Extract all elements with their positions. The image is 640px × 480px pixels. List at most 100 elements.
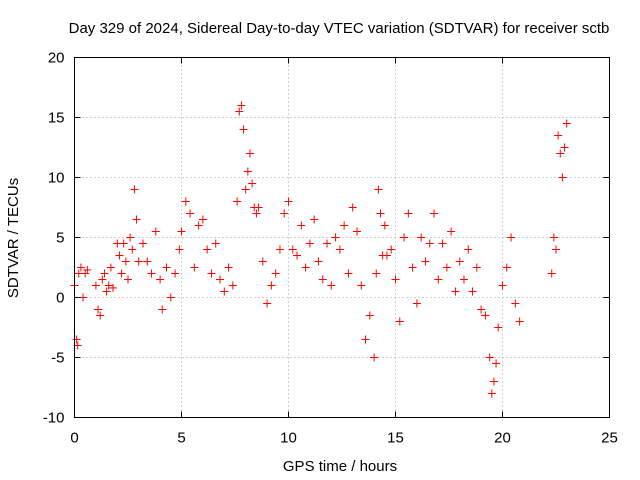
data-point: [293, 251, 302, 260]
data-point: [352, 227, 361, 236]
data-point: [203, 245, 212, 254]
data-point: [267, 281, 276, 290]
data-point: [380, 221, 389, 230]
data-point: [434, 275, 443, 284]
data-point: [494, 323, 503, 332]
data-points: [70, 101, 571, 398]
data-point: [442, 263, 451, 272]
y-tick-label: -5: [51, 350, 64, 367]
data-point: [335, 245, 344, 254]
data-point: [228, 281, 237, 290]
data-point: [318, 275, 327, 284]
data-point: [239, 125, 248, 134]
data-point: [464, 245, 473, 254]
data-point: [310, 215, 319, 224]
data-point: [211, 239, 220, 248]
x-tick-label: 20: [494, 430, 511, 447]
data-point: [288, 245, 297, 254]
data-point: [374, 185, 383, 194]
data-point: [198, 215, 207, 224]
data-point: [100, 269, 109, 278]
data-point: [562, 119, 571, 128]
data-point: [507, 233, 516, 242]
data-point: [391, 275, 400, 284]
data-point: [143, 257, 152, 266]
data-point: [166, 293, 175, 302]
data-point: [498, 281, 507, 290]
data-point: [511, 299, 520, 308]
data-point: [485, 353, 494, 362]
data-point: [83, 265, 92, 274]
y-tick-label: 0: [56, 290, 64, 307]
data-point: [171, 269, 180, 278]
data-point: [468, 287, 477, 296]
data-point: [216, 275, 225, 284]
data-point: [459, 275, 468, 284]
data-point: [344, 269, 353, 278]
data-point: [96, 311, 105, 320]
data-point: [104, 281, 113, 290]
data-point: [243, 167, 252, 176]
data-point: [481, 311, 490, 320]
data-point: [417, 233, 426, 242]
data-point: [241, 185, 250, 194]
data-point: [438, 239, 447, 248]
data-point: [248, 179, 257, 188]
data-point: [102, 287, 111, 296]
data-point: [404, 209, 413, 218]
data-point: [235, 107, 244, 116]
data-point: [412, 299, 421, 308]
data-point: [365, 311, 374, 320]
data-point: [489, 377, 498, 386]
data-point: [106, 263, 115, 272]
data-point: [395, 317, 404, 326]
data-point: [472, 263, 481, 272]
data-point: [132, 215, 141, 224]
data-point: [134, 257, 143, 266]
data-point: [477, 305, 486, 314]
data-point: [560, 143, 569, 152]
y-tick-label: 20: [48, 50, 65, 67]
data-point: [451, 287, 460, 296]
data-point: [258, 257, 267, 266]
y-tick-labels: -10 -5 0 5 10 15 20: [43, 50, 65, 427]
data-point: [233, 197, 242, 206]
data-point: [361, 335, 370, 344]
data-point: [447, 227, 456, 236]
data-point: [156, 275, 165, 284]
data-point: [492, 359, 501, 368]
data-point: [124, 275, 132, 284]
data-point: [275, 245, 284, 254]
data-point: [558, 173, 567, 182]
x-tick-labels: 0 5 10 15 20 25: [70, 430, 618, 447]
data-point: [515, 317, 524, 326]
data-point: [323, 239, 332, 248]
data-point: [245, 149, 254, 158]
data-point: [224, 263, 233, 272]
data-point: [237, 101, 246, 110]
data-point: [305, 239, 314, 248]
grid-lines: [74, 57, 610, 418]
data-point: [194, 221, 203, 230]
data-point: [556, 149, 565, 158]
data-point: [554, 131, 563, 140]
data-point: [263, 299, 272, 308]
data-point: [502, 263, 511, 272]
x-tick-label: 25: [601, 430, 618, 447]
data-point: [76, 263, 85, 272]
data-point: [387, 245, 396, 254]
data-point: [115, 251, 124, 260]
data-point: [487, 389, 496, 398]
data-point: [552, 245, 560, 254]
data-point: [331, 233, 340, 242]
data-point: [547, 269, 556, 278]
data-point: [455, 257, 464, 266]
y-tick-label: 15: [48, 110, 65, 127]
data-point: [158, 305, 167, 314]
data-point: [186, 209, 195, 218]
data-point: [98, 275, 107, 284]
data-point: [126, 233, 135, 242]
data-point: [73, 341, 82, 350]
